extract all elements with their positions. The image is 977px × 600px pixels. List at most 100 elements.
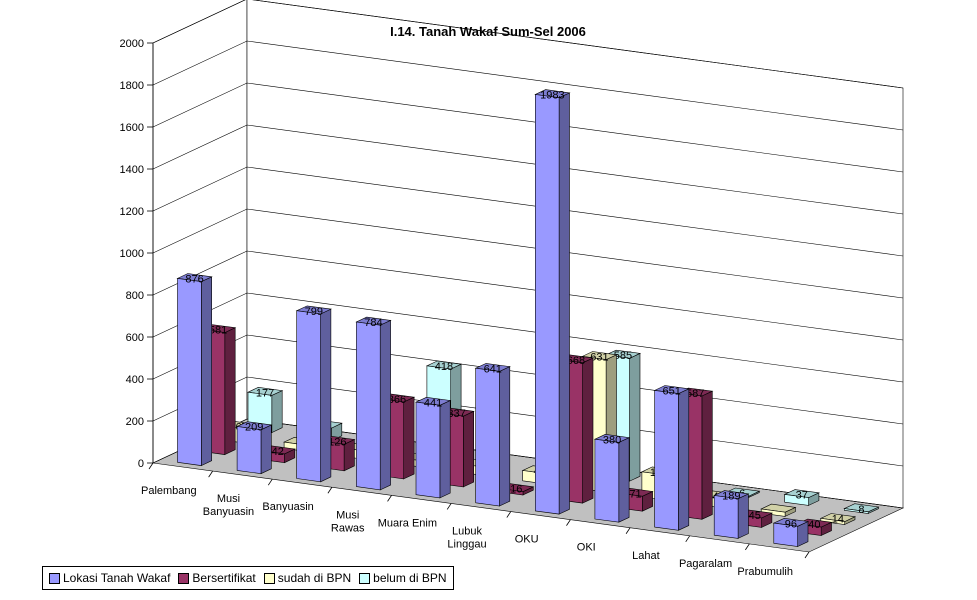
- y-tick-label: 600: [126, 332, 144, 344]
- x-tick-label: Musi Banyuasin: [203, 493, 254, 518]
- x-tick-label: OKI: [577, 542, 596, 554]
- y-tick-label: 1000: [120, 248, 144, 260]
- data-label: 96: [785, 518, 797, 530]
- bar: 96: [772, 517, 810, 547]
- gridline: [152, 40, 904, 131]
- x-tick-label: Musi Rawas: [331, 509, 365, 534]
- x-tick-label: Muara Enim: [378, 517, 437, 529]
- data-label: 1983: [540, 90, 564, 102]
- y-tick-label: 1200: [120, 206, 144, 218]
- bar: 37: [783, 489, 820, 506]
- bar: 876: [176, 273, 213, 467]
- bar: 784: [355, 316, 392, 491]
- x-tick: [804, 551, 810, 559]
- x-tick: [327, 487, 333, 494]
- x-tick: [446, 503, 452, 510]
- data-label: 209: [245, 422, 263, 434]
- bar: 651: [653, 385, 690, 531]
- data-label: 71: [629, 488, 641, 500]
- bar: 8: [843, 503, 880, 516]
- y-tick-label: 400: [126, 374, 144, 386]
- data-label: 799: [305, 306, 323, 318]
- chart-bars: 1774185856378674963112045145814212636633…: [176, 89, 880, 547]
- legend-swatch: [263, 572, 275, 584]
- data-label: 784: [364, 317, 382, 329]
- legend-item: Lokasi Tanah Wakaf: [49, 571, 170, 585]
- legend-label: belum di BPN: [373, 571, 447, 585]
- legend-swatch: [178, 572, 190, 584]
- legend-label: Bersertifikat: [192, 571, 256, 585]
- data-label: 585: [614, 350, 632, 362]
- x-tick: [387, 495, 392, 502]
- gridline: [152, 124, 904, 215]
- legend-item: belum di BPN: [359, 571, 447, 585]
- bar: 14: [819, 513, 857, 526]
- x-tick: [745, 543, 750, 551]
- legend-item: sudah di BPN: [263, 571, 352, 585]
- legend-label: sudah di BPN: [277, 571, 352, 585]
- gridline: [152, 82, 904, 173]
- data-label: 581: [209, 325, 227, 337]
- bar: [760, 503, 797, 517]
- x-tick: [267, 478, 273, 486]
- data-label: 641: [484, 363, 502, 375]
- gridline: [152, 208, 904, 299]
- x-tick: [625, 527, 631, 534]
- data-label: 418: [435, 361, 453, 373]
- data-label: 40: [808, 519, 820, 531]
- data-label: 587: [686, 388, 704, 400]
- x-tick: [685, 535, 691, 543]
- data-label: 651: [662, 386, 680, 398]
- legend-label: Lokasi Tanah Wakaf: [63, 571, 171, 585]
- y-tick-label: 200: [126, 416, 144, 428]
- bar: 189: [713, 490, 750, 539]
- x-tick: [506, 511, 512, 518]
- x-axis: Palembang Musi Banyuasin Banyuasin Musi Rawas…: [141, 462, 810, 578]
- y-tick-label: 1800: [120, 80, 144, 92]
- data-label: 37: [796, 490, 808, 502]
- y-tick-label: 2000: [120, 38, 144, 50]
- legend-item: Bersertifikat: [178, 571, 256, 585]
- data-label: 126: [328, 436, 346, 448]
- data-label: 16: [510, 484, 522, 496]
- x-tick-label: Prabumulih: [737, 566, 793, 578]
- data-label: 441: [424, 397, 442, 409]
- y-tick-label: 1400: [120, 164, 144, 176]
- y-tick-label: 1600: [120, 122, 144, 134]
- data-label: 380: [603, 434, 621, 446]
- bar: 641: [474, 363, 511, 507]
- data-label: 45: [749, 510, 761, 522]
- data-label: 337: [447, 408, 465, 420]
- bar: 209: [236, 421, 273, 475]
- x-tick-label: Pagaralam: [679, 558, 732, 570]
- x-tick: [566, 519, 571, 526]
- data-label: 14: [832, 514, 844, 526]
- legend-swatch: [359, 572, 371, 584]
- y-tick-label: 0: [138, 458, 144, 470]
- data-label: 366: [388, 394, 406, 406]
- x-tick: [148, 462, 154, 470]
- y-tick-label: 800: [126, 290, 144, 302]
- data-label: 177: [256, 387, 274, 399]
- x-tick-label: Banyuasin: [262, 501, 313, 513]
- data-label: 668: [567, 355, 585, 367]
- bar: 380: [593, 433, 631, 523]
- data-label: 631: [590, 352, 608, 364]
- chart-title: I.14. Tanah Wakaf Sum-Sel 2006: [390, 24, 586, 39]
- legend-swatch: [49, 572, 60, 584]
- x-tick: [208, 470, 213, 478]
- data-label: 42: [272, 446, 284, 458]
- x-tick-label: Lubuk Linggau: [447, 526, 486, 551]
- gridline: [152, 166, 904, 257]
- gridline: [152, 0, 904, 89]
- bar: 441: [414, 396, 452, 499]
- data-label: 876: [185, 274, 203, 286]
- x-tick-label: Lahat: [632, 550, 660, 562]
- bar: 799: [295, 305, 332, 483]
- data-label: 189: [722, 491, 740, 503]
- x-tick-label: OKU: [515, 534, 539, 546]
- data-label: 8: [858, 504, 864, 516]
- x-tick-label: Palembang: [141, 485, 197, 497]
- bar: 1983: [534, 89, 571, 515]
